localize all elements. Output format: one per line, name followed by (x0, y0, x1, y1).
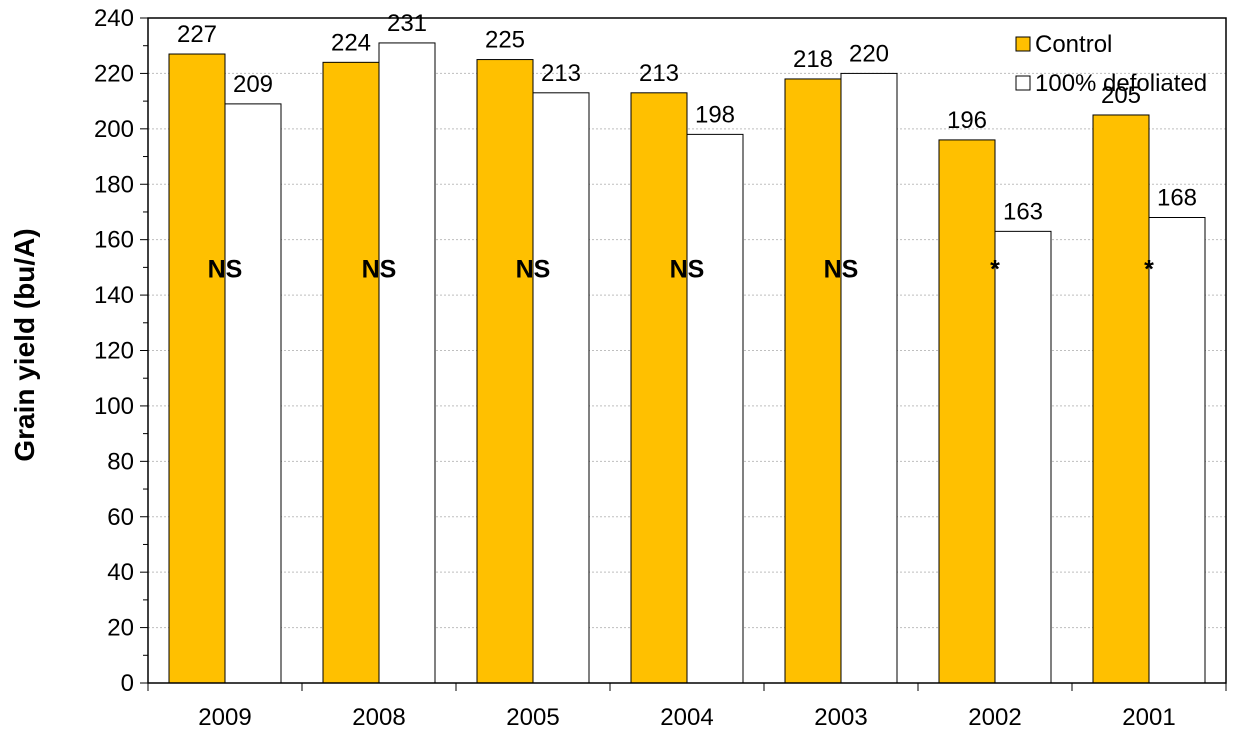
y-tick-label: 220 (94, 60, 134, 87)
y-tick-label: 100 (94, 393, 134, 420)
legend-label-defoliated: 100% defoliated (1035, 70, 1207, 97)
data-label-defoliated: 198 (695, 101, 735, 128)
bar-defoliated (686, 133, 744, 684)
y-tick-label: 160 (94, 227, 134, 254)
data-label-control: 225 (485, 27, 525, 54)
bar-control (322, 61, 380, 684)
x-tick-label: 2009 (198, 704, 251, 731)
x-tick-label: 2005 (506, 704, 559, 731)
bar-defoliated (840, 72, 898, 684)
data-label-defoliated: 209 (233, 71, 273, 98)
legend-label-control: Control (1035, 31, 1112, 58)
data-label-defoliated: 231 (387, 10, 427, 37)
bar-control (938, 139, 996, 684)
bar-control (1092, 114, 1150, 684)
y-tick-label: 0 (121, 670, 134, 697)
data-label-defoliated: 213 (541, 60, 581, 87)
y-tick-label: 40 (107, 559, 134, 586)
significance-label: NS (516, 255, 551, 283)
bar-control (168, 53, 226, 684)
x-tick-label: 2004 (660, 704, 713, 731)
data-label-control: 218 (793, 46, 833, 73)
data-label-control: 224 (331, 29, 371, 56)
y-tick-labels: 0 20 40 60 80 100 120 140 160 180 200 220 240 (94, 5, 134, 697)
legend-swatch-control (1015, 36, 1031, 52)
bar-control (630, 92, 688, 684)
bar-control (784, 78, 842, 684)
bar-defoliated (994, 230, 1052, 684)
data-label-control: 213 (639, 60, 679, 87)
data-label-control: 205 (1101, 82, 1141, 109)
y-tick-label: 60 (107, 504, 134, 531)
y-axis-title: Grain yield (bu/A) (9, 228, 40, 461)
bar-defoliated (1148, 217, 1206, 684)
significance-label: * (1144, 255, 1154, 283)
significance-labels: NS NS NS NS NS * * (208, 255, 1155, 283)
y-tick-label: 120 (94, 338, 134, 365)
data-label-control: 227 (177, 21, 217, 48)
x-tick-label: 2001 (1122, 704, 1175, 731)
significance-label: NS (670, 255, 705, 283)
data-label-defoliated: 220 (849, 40, 889, 67)
bar-defoliated (224, 103, 282, 684)
y-tick-label: 20 (107, 615, 134, 642)
y-tick-label: 240 (94, 5, 134, 32)
legend-swatch-defoliated (1015, 75, 1031, 91)
axes (140, 17, 1227, 691)
bar-defoliated (532, 92, 590, 684)
bars (168, 42, 1206, 684)
significance-label: NS (824, 255, 859, 283)
bar-defoliated (378, 42, 436, 684)
y-tick-label: 180 (94, 171, 134, 198)
y-tick-label: 200 (94, 116, 134, 143)
y-tick-label: 140 (94, 282, 134, 309)
significance-label: NS (362, 255, 397, 283)
data-labels: 227 209 224 231 225 213 213 198 218 220 196 163 205 1… (177, 10, 1197, 225)
data-label-defoliated: 163 (1003, 198, 1043, 225)
y-tick-label: 80 (107, 448, 134, 475)
legend: Control 100% defoliated (1015, 31, 1207, 97)
bar-control (476, 59, 534, 684)
data-label-defoliated: 168 (1157, 185, 1197, 212)
data-label-control: 196 (947, 107, 987, 134)
x-tick-label: 2002 (968, 704, 1021, 731)
significance-label: NS (208, 255, 243, 283)
x-tick-label: 2003 (814, 704, 867, 731)
x-tick-label: 2008 (352, 704, 405, 731)
x-tick-labels: 2009 2008 2005 2004 2003 2002 2001 (198, 704, 1175, 731)
significance-label: * (990, 255, 1000, 283)
